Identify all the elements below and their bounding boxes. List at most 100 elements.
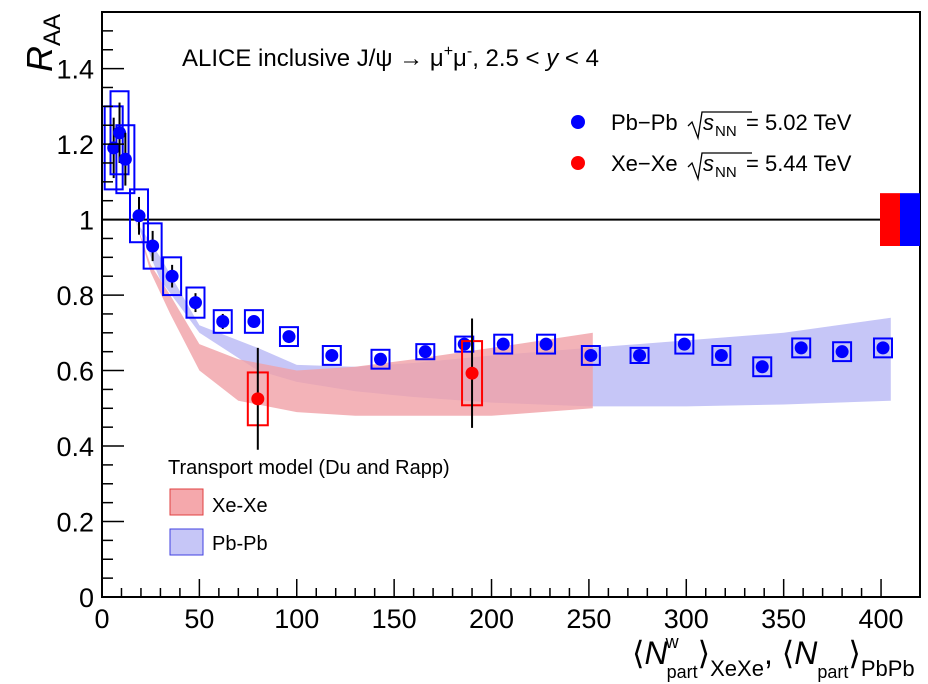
sys-box-pbpb-6	[185, 286, 206, 319]
sys-box-pbpb-2	[115, 124, 136, 195]
data-point-pbpb-12	[418, 345, 432, 359]
sys-box-pbpb-15	[536, 333, 557, 355]
data-point-pbpb-0	[107, 141, 121, 155]
sys-box-pbpb-14	[493, 333, 514, 355]
data-point-xexe-1	[465, 366, 479, 380]
model-legend-swatch-xexe	[169, 488, 204, 516]
data-point-pbpb-3	[132, 209, 146, 223]
y-axis-label-main: R	[19, 46, 60, 72]
model-band-pbpb	[135, 219, 891, 407]
legend-nn-pbpb: NN	[715, 123, 737, 140]
data-point-pbpb-22	[835, 345, 849, 359]
sys-box-pbpb-20	[752, 356, 773, 378]
sys-box-pbpb-4	[142, 222, 163, 270]
model-legend-label-pbpb: Pb-Pb	[212, 533, 268, 555]
data-point-pbpb-10	[325, 348, 339, 362]
sys-box-pbpb-1	[109, 90, 130, 176]
data-point-pbpb-9	[282, 330, 296, 344]
x-tick-labels: 0 50 100 150 200 250 300 350 400	[94, 604, 903, 634]
data-point-pbpb-6	[188, 296, 202, 310]
x-tick-label: 150	[372, 604, 417, 634]
sys-box-pbpb-9	[278, 326, 299, 348]
y-tick-labels: 0 0.2 0.4 0.6 0.8 1 1.2 1.4	[56, 55, 94, 613]
sys-box-pbpb-10	[321, 345, 342, 366]
y-axis-label: RAA	[19, 14, 66, 72]
y-axis-label-sub: AA	[39, 14, 66, 46]
x-tick-label: 250	[566, 604, 611, 634]
x-axis-label: ⟨Nw part⟩XeXe, ⟨Npart⟩PbPb	[632, 632, 915, 682]
x-tick-label: 350	[761, 604, 806, 634]
data-point-pbpb-2	[118, 152, 132, 166]
data-point-xexe-0	[251, 392, 265, 406]
legend-marker-pbpb	[571, 115, 585, 129]
global-uncertainty-pbpb	[900, 193, 920, 246]
y-tick-label: 0.2	[56, 508, 94, 538]
x-tick-label: 100	[274, 604, 319, 634]
data-point-pbpb-5	[165, 269, 179, 283]
sqrt-symbol-xexe	[687, 152, 752, 182]
sqrt-symbol-pbpb	[687, 111, 752, 141]
y-tick-label: 1.2	[56, 130, 94, 160]
global-uncertainty-boxes	[880, 193, 920, 246]
data-point-pbpb-13	[457, 337, 471, 351]
sys-box-pbpb-17	[629, 346, 650, 365]
x-tick-label: 300	[664, 604, 709, 634]
legend-model: Transport model (Du and Rapp) Xe-Xe Pb-P…	[168, 457, 450, 556]
chart-title: ALICE inclusive J/ψ → μ+μ-, 2.5 < y < 4	[182, 43, 599, 72]
legend-s-pbpb: s	[703, 110, 714, 135]
y-tick-label: 1.4	[56, 55, 94, 85]
data-point-pbpb-18	[677, 337, 691, 351]
model-legend-title: Transport model (Du and Rapp)	[168, 457, 450, 479]
sys-box-pbpb-18	[674, 333, 695, 355]
model-band-xexe	[135, 219, 593, 416]
sys-box-pbpb-5	[162, 256, 183, 297]
data-point-pbpb-16	[584, 348, 598, 362]
data-point-pbpb-20	[755, 360, 769, 374]
y-tick-label: 0.6	[56, 357, 94, 387]
data-point-pbpb-1	[113, 126, 127, 140]
model-bands	[135, 219, 891, 416]
x-tick-label: 0	[94, 604, 109, 634]
data-point-pbpb-8	[247, 314, 261, 328]
data-points	[103, 90, 893, 450]
data-point-pbpb-21	[794, 341, 808, 355]
y-tick-label: 0	[79, 583, 94, 613]
x-tick-label: 200	[469, 604, 514, 634]
sys-box-pbpb-23	[872, 337, 893, 359]
legend-marker-xexe	[571, 156, 585, 170]
data-point-pbpb-4	[146, 239, 160, 253]
sys-box-pbpb-21	[791, 337, 812, 359]
data-point-pbpb-15	[539, 337, 553, 351]
sys-box-pbpb-7	[212, 309, 233, 334]
model-legend-swatch-pbpb	[169, 528, 204, 556]
x-tick-label: 400	[859, 604, 904, 634]
legend-s-xexe: s	[703, 151, 714, 176]
y-tick-label: 0.4	[56, 432, 94, 462]
sys-box-pbpb-13	[454, 335, 475, 353]
legend-data: Pb−Pb s NN = 5.02 TeV Xe−Xe s NN = 5.44 …	[571, 110, 852, 182]
legend-nn-xexe: NN	[715, 164, 737, 181]
y-tick-label: 0.8	[56, 281, 94, 311]
sys-box-pbpb-22	[832, 341, 853, 363]
data-point-pbpb-17	[633, 348, 647, 362]
sys-box-pbpb-12	[415, 343, 436, 361]
legend-label-pbpb: Pb−Pb	[611, 110, 678, 135]
sys-box-pbpb-19	[711, 345, 732, 366]
data-point-pbpb-11	[374, 352, 388, 366]
x-tick-label: 50	[184, 604, 214, 634]
sys-box-pbpb-11	[370, 348, 391, 370]
legend-energy-pbpb: = 5.02 TeV	[746, 110, 852, 135]
axis-ticks	[101, 30, 882, 598]
data-point-pbpb-23	[876, 341, 890, 355]
legend-energy-xexe: = 5.44 TeV	[746, 151, 852, 176]
data-point-pbpb-7	[216, 314, 230, 328]
data-point-pbpb-14	[496, 337, 510, 351]
global-uncertainty-xexe	[880, 193, 900, 246]
sys-box-pbpb-3	[129, 188, 150, 244]
sys-box-pbpb-16	[580, 345, 601, 366]
data-point-pbpb-19	[714, 348, 728, 362]
sys-box-pbpb-0	[103, 105, 124, 191]
model-legend-label-xexe: Xe-Xe	[212, 495, 268, 517]
sys-box-pbpb-8	[243, 309, 264, 334]
